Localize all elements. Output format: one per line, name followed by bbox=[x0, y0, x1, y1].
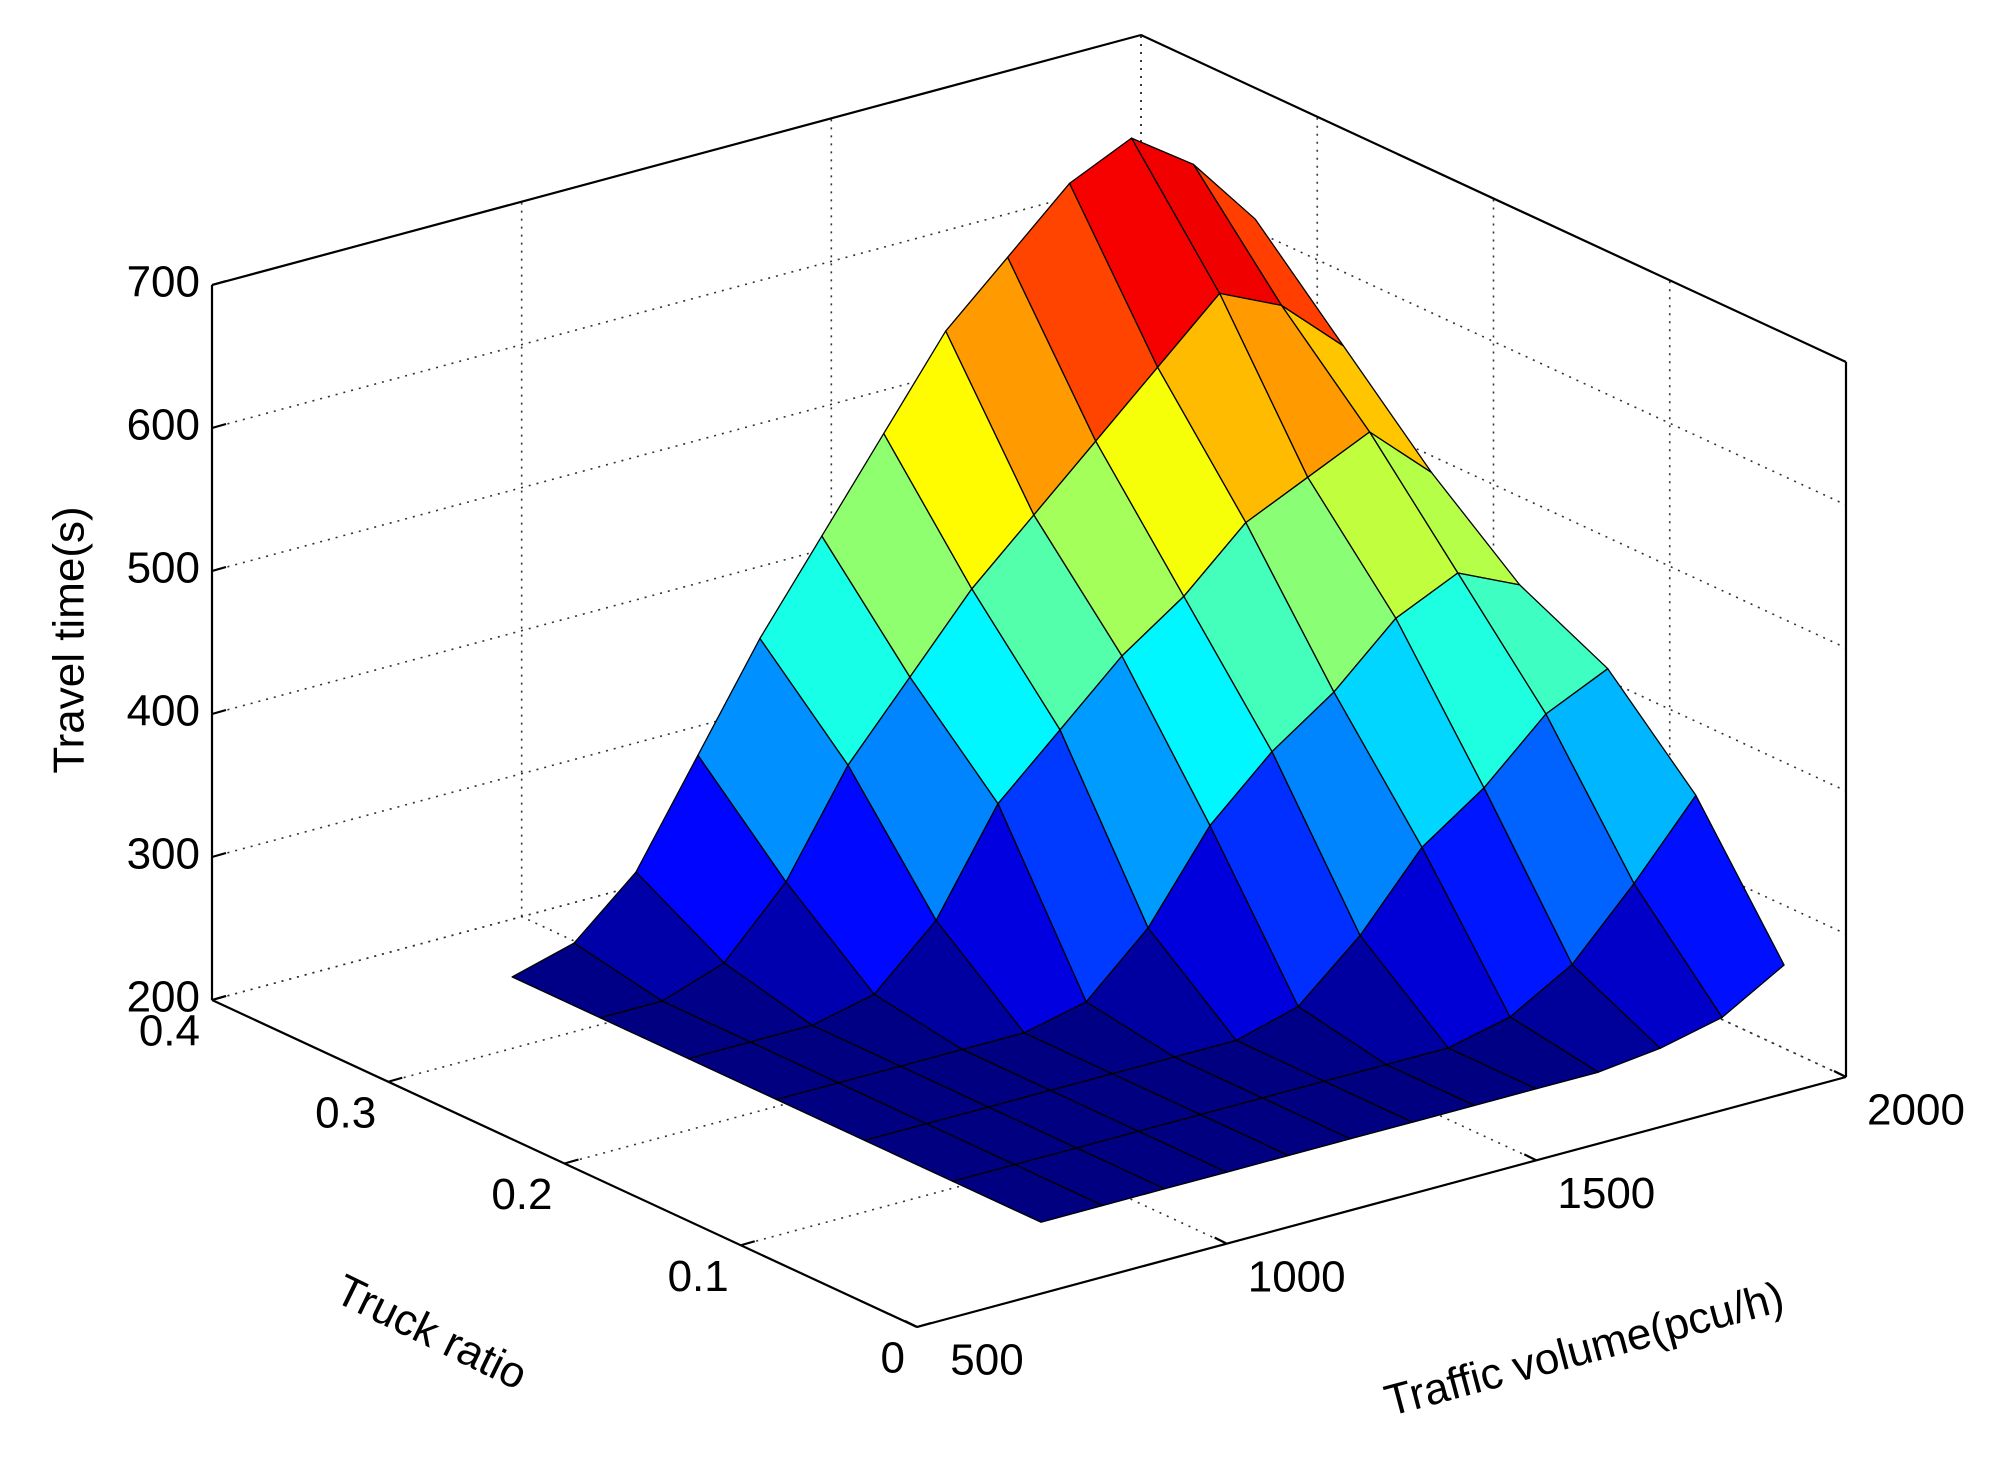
surface bbox=[511, 137, 1785, 1223]
grid-line bbox=[211, 177, 1142, 429]
z-tick-label: 500 bbox=[127, 544, 200, 593]
tick-mark bbox=[387, 1076, 403, 1083]
z-tick-label: 300 bbox=[127, 830, 200, 879]
tick-mark bbox=[211, 851, 227, 859]
tick-mark bbox=[740, 1240, 756, 1247]
tick-mark bbox=[211, 279, 227, 287]
y-tick-label: 0.1 bbox=[668, 1252, 729, 1301]
axis-line bbox=[916, 1075, 1847, 1329]
tick-mark bbox=[1523, 1153, 1537, 1162]
tick-mark bbox=[1214, 1236, 1228, 1245]
tick-mark bbox=[904, 1320, 918, 1328]
surface-facet bbox=[952, 1163, 1104, 1223]
x-tick-label: 1500 bbox=[1557, 1169, 1655, 1218]
tick-mark bbox=[211, 708, 227, 716]
x-axis-label: Traffic volume(pcu/h) bbox=[1380, 1272, 1789, 1426]
z-tick-label: 600 bbox=[127, 401, 200, 450]
x-tick-label: 1000 bbox=[1248, 1252, 1346, 1301]
tick-mark bbox=[1833, 1070, 1847, 1078]
z-axis-label: Travel time(s) bbox=[45, 506, 94, 773]
y-tick-label: 0.2 bbox=[491, 1170, 552, 1219]
tick-mark bbox=[564, 1158, 579, 1165]
tick-mark bbox=[211, 994, 227, 1002]
tick-labels: 200 300 400 500 600 700 500 1000 1500 2000 0 0.1 0.2… bbox=[127, 258, 1965, 1385]
grid-line bbox=[1140, 749, 1847, 1078]
y-tick-label: 0.4 bbox=[139, 1007, 200, 1056]
x-tick-label: 2000 bbox=[1867, 1086, 1965, 1135]
z-tick-label: 700 bbox=[127, 258, 200, 307]
tick-mark bbox=[211, 565, 227, 573]
box-edge bbox=[1140, 34, 1847, 363]
tick-mark bbox=[916, 1321, 932, 1329]
x-tick-label: 500 bbox=[950, 1336, 1023, 1385]
z-tick-label: 200 bbox=[127, 973, 200, 1022]
tick-mark bbox=[211, 422, 227, 430]
y-axis-label: Truck ratio bbox=[328, 1265, 535, 1399]
z-tick-label: 400 bbox=[127, 687, 200, 736]
y-tick-label: 0 bbox=[881, 1334, 905, 1383]
y-tick-label: 0.3 bbox=[315, 1088, 376, 1137]
box-edge bbox=[211, 33, 1142, 287]
